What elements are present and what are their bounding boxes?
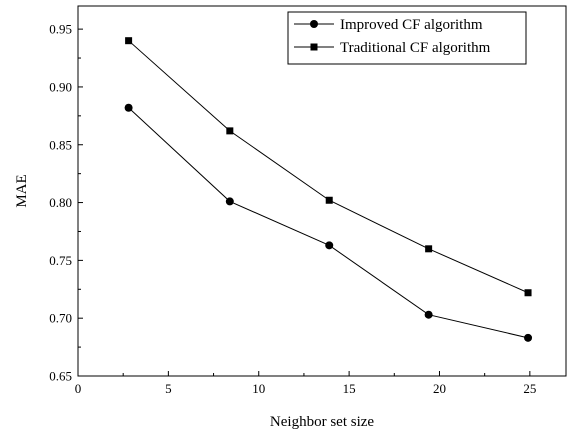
legend: Improved CF algorithm Traditional CF algo…: [287, 11, 527, 65]
legend-marker: [310, 43, 318, 51]
y-tick-label: 0.65: [49, 369, 72, 384]
legend-box: [287, 11, 527, 65]
data-point: [325, 241, 334, 250]
y-tick-label: 0.85: [49, 137, 72, 152]
series-layer: [124, 37, 533, 342]
x-tick-label: 15: [343, 381, 356, 396]
data-point: [325, 196, 333, 204]
axis-ticks: 0 5 10 15 20 25 0.65 0.70 0.75 0.80 0.85 0.90 0.95: [49, 22, 536, 396]
x-tick-label: 25: [523, 381, 536, 396]
series-line: [128, 107, 529, 339]
data-point: [225, 197, 234, 206]
data-point: [425, 245, 433, 253]
series-line: [128, 40, 529, 294]
y-tick-label: 0.70: [49, 311, 72, 326]
data-point: [124, 103, 133, 112]
data-point: [524, 289, 532, 297]
x-tick-label: 20: [433, 381, 446, 396]
data-point: [226, 127, 234, 135]
legend-marker: [310, 20, 318, 28]
data-point: [524, 333, 533, 342]
data-point: [125, 37, 133, 45]
y-axis-title: MAE: [14, 174, 30, 207]
y-tick-label: 0.75: [49, 253, 72, 268]
y-tick-label: 0.90: [49, 79, 72, 94]
plot-frame: [77, 5, 567, 377]
x-axis-title: Neighbor set size: [270, 414, 374, 430]
legend-label: Improved CF algorithm: [340, 17, 483, 33]
data-point: [424, 310, 433, 319]
y-tick-label: 0.80: [49, 195, 72, 210]
series-improved: [124, 103, 533, 342]
x-tick-label: 10: [252, 381, 265, 396]
x-tick-label: 5: [165, 381, 172, 396]
legend-label: Traditional CF algorithm: [340, 40, 491, 56]
x-tick-label: 0: [75, 381, 82, 396]
series-traditional: [125, 37, 532, 297]
y-tick-label: 0.95: [49, 22, 72, 37]
